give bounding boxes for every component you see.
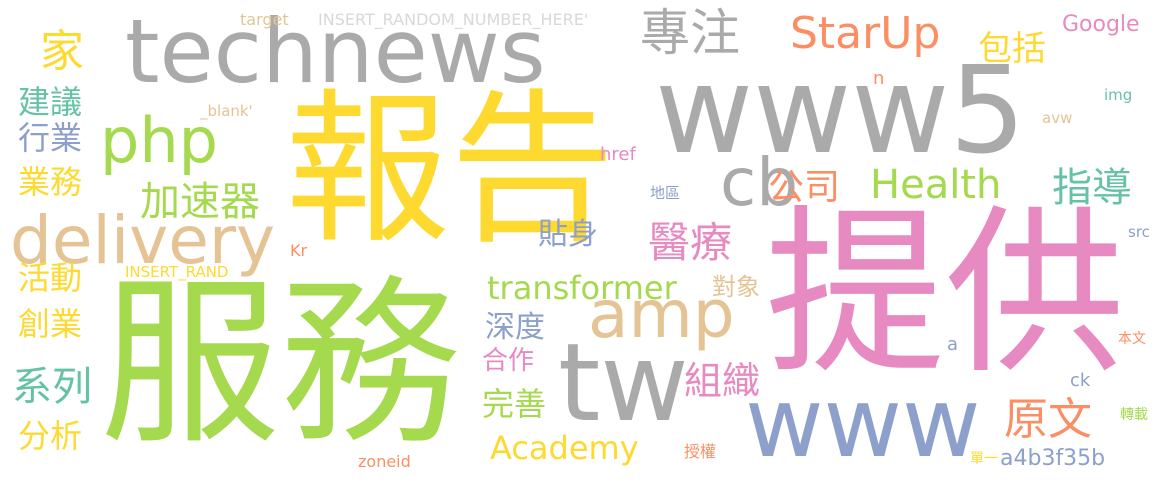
- word: 家: [40, 26, 84, 77]
- word: 公司: [768, 167, 841, 208]
- word: 加速器: [140, 179, 260, 225]
- word: 醫療: [648, 218, 733, 267]
- word: 指導: [1052, 165, 1132, 211]
- word: 報告: [285, 74, 615, 266]
- word: www: [745, 367, 981, 479]
- word: 原文: [1004, 394, 1092, 445]
- word: n: [873, 68, 885, 89]
- word: 建議: [18, 83, 83, 121]
- word: target: [240, 10, 289, 29]
- word: 創業: [18, 305, 83, 343]
- word: INSERT_RAND: [125, 263, 229, 281]
- word: amp: [588, 276, 735, 353]
- word: 服務: [100, 260, 461, 469]
- word: zoneid: [358, 452, 411, 471]
- word: Health: [870, 162, 1002, 208]
- word: ck: [1070, 370, 1091, 391]
- word: 授權: [684, 442, 717, 461]
- word: StarUp: [790, 8, 941, 59]
- word: cb: [720, 144, 799, 221]
- word: 深度: [485, 310, 545, 345]
- word: 完善: [482, 385, 547, 423]
- word: Kr: [290, 241, 308, 260]
- word: Academy: [490, 429, 639, 467]
- word: href: [600, 144, 636, 165]
- word: tw: [558, 321, 689, 446]
- word: avw: [1042, 109, 1073, 127]
- word: src: [1128, 223, 1150, 241]
- word: delivery: [10, 202, 276, 279]
- word: 行業: [18, 119, 83, 157]
- word: Google: [1062, 12, 1140, 37]
- word: 地區: [650, 184, 681, 202]
- word: 提供: [765, 190, 1126, 399]
- word: technews: [125, 0, 546, 103]
- word: 貼身: [538, 217, 598, 252]
- word: 包括: [978, 29, 1046, 69]
- word: a: [947, 334, 959, 355]
- word: 單一: [970, 451, 998, 467]
- word: www5: [655, 42, 1026, 181]
- word: 活動: [18, 259, 83, 297]
- word: img: [1104, 86, 1133, 104]
- word: 系列: [12, 364, 92, 410]
- word: 業務: [18, 163, 83, 201]
- word: 轉載: [1120, 407, 1148, 423]
- word: _blank': [200, 102, 253, 120]
- word: 本文: [1118, 331, 1146, 347]
- word: 組織: [684, 359, 761, 403]
- word: 合作: [482, 346, 535, 376]
- word: php: [100, 104, 219, 177]
- word: transformer: [487, 269, 677, 307]
- word: a4b3f35b: [1000, 446, 1106, 471]
- word: 專注: [640, 4, 740, 62]
- word: 對象: [712, 273, 760, 301]
- word: INSERT_RANDOM_NUMBER_HERE': [318, 10, 589, 29]
- word: 分析: [18, 417, 83, 455]
